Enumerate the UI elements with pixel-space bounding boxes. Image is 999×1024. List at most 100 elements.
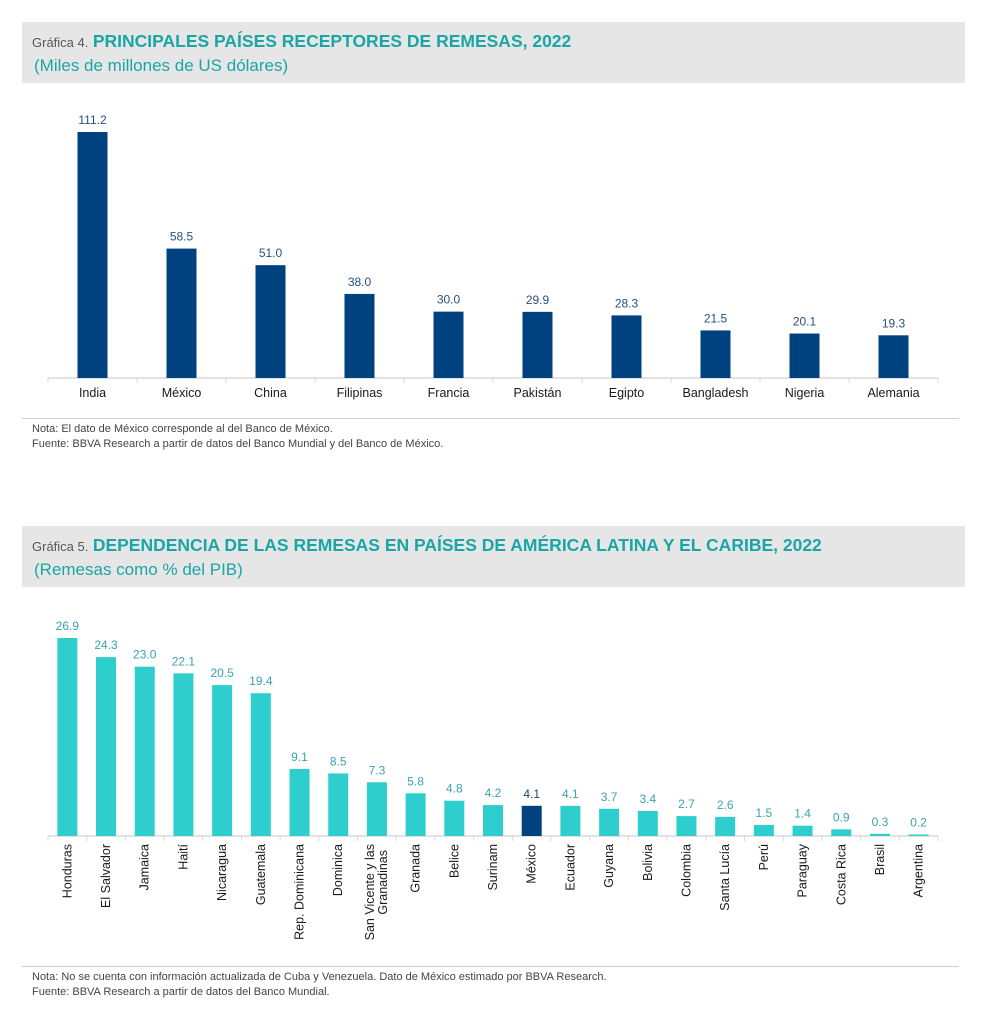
data-label: 9.1: [291, 750, 308, 764]
x-tick-label: Haití: [176, 843, 190, 869]
bar-ecuador: [560, 805, 581, 836]
bar-costa-rica: [831, 829, 852, 836]
bar-nicaragua: [212, 685, 233, 836]
chart1-source: Fuente: BBVA Research a partir de datos …: [32, 438, 444, 450]
x-tick-label: Argentina: [912, 844, 926, 898]
data-label: 26.9: [56, 619, 80, 633]
data-label: 3.4: [639, 792, 656, 806]
data-label: 20.5: [210, 666, 234, 680]
data-label: 4.1: [523, 787, 540, 801]
x-tick-label: Pakistán: [514, 386, 562, 400]
x-tick-label: Honduras: [60, 844, 74, 898]
chart1-title: PRINCIPALES PAÍSES RECEPTORES DE REMESAS…: [92, 31, 572, 51]
data-label: 0.9: [833, 810, 850, 824]
chart1-note: Nota: El dato de México corresponde al d…: [32, 423, 333, 435]
x-tick-label: Nigeria: [785, 386, 825, 400]
data-label: 2.7: [678, 797, 695, 811]
bar-paraguay: [792, 825, 813, 836]
bar-honduras: [57, 638, 78, 836]
bar-méxico: [166, 248, 197, 378]
x-tick-label: Guatemala: [254, 844, 268, 905]
data-label: 111.2: [78, 113, 107, 127]
chart1-separator: [22, 418, 959, 419]
chart2-number-label: Gráfica 5.: [32, 539, 89, 554]
bar-surinam: [483, 805, 503, 836]
bar-filipinas: [344, 293, 375, 378]
chart2-title: DEPENDENCIA DE LAS REMESAS EN PAÍSES DE …: [92, 535, 822, 555]
x-tick-label: Granada: [409, 844, 423, 893]
bar-india: [77, 132, 108, 378]
x-tick-label: Paraguay: [796, 843, 810, 897]
bar-dominica: [328, 773, 349, 836]
data-label: 2.6: [717, 798, 734, 812]
chart1-plot: 111.2 India 58.5 México 51.0 China 38.0 Filipin…: [47, 113, 939, 400]
x-tick-label: China: [254, 386, 287, 400]
data-label: 30.0: [437, 293, 461, 307]
data-label: 4.2: [485, 786, 502, 800]
bar-colombia: [676, 816, 697, 836]
x-tick-label: El Salvador: [99, 844, 113, 908]
chart2-source: Fuente: BBVA Research a partir de datos …: [32, 986, 330, 998]
bar-guyana: [599, 808, 620, 836]
data-label: 29.9: [526, 293, 550, 307]
bar-argentina: [908, 834, 929, 836]
bar-perú: [753, 824, 774, 836]
bar-francia: [433, 311, 464, 378]
bar-haití: [173, 673, 194, 836]
x-tick-label: Nicaragua: [215, 844, 229, 901]
data-label: 1.5: [756, 806, 773, 820]
bar-belice: [444, 800, 465, 836]
x-tick-label: Santa Lucía: [718, 844, 732, 911]
x-tick-label: Brasil: [873, 844, 887, 875]
data-label: 4.1: [562, 787, 579, 801]
data-label: 0.3: [872, 815, 889, 829]
x-tick-label: Costa Rica: [834, 844, 848, 905]
data-label: 22.1: [172, 654, 196, 668]
data-label: 51.0: [259, 246, 283, 260]
bar-jamaica: [134, 666, 155, 836]
data-label: 19.3: [882, 316, 906, 330]
bar-bangladesh: [700, 330, 731, 378]
data-label: 21.5: [704, 311, 728, 325]
data-label: 8.5: [330, 754, 347, 768]
bar-granada: [405, 793, 426, 836]
x-tick-label: Francia: [428, 386, 470, 400]
data-label: 4.8: [446, 782, 463, 796]
x-tick-label: Bolivia: [641, 844, 655, 881]
bar-guatemala: [250, 693, 271, 836]
bar-rep-dominicana: [289, 769, 310, 836]
bar-alemania: [878, 335, 909, 378]
chart1-header: Gráfica 4. PRINCIPALES PAÍSES RECEPTORES…: [22, 22, 965, 83]
x-tick-label: Jamaica: [138, 844, 152, 891]
chart2-note: Nota: No se cuenta con información actua…: [32, 971, 607, 983]
x-tick-label: Egipto: [609, 386, 644, 400]
data-label: 5.8: [407, 774, 424, 788]
data-label: 7.3: [369, 763, 386, 777]
x-tick-label: Filipinas: [337, 386, 383, 400]
x-tick-label: Dominica: [331, 844, 345, 896]
bar-santa-lucía: [715, 816, 736, 836]
x-tick-label: México: [525, 844, 539, 884]
data-label: 28.3: [615, 296, 639, 310]
x-tick-label: Ecuador: [563, 844, 577, 891]
bar-bolivia: [637, 810, 658, 836]
bar-pakistán: [522, 311, 553, 378]
bar-egipto: [611, 315, 642, 378]
data-label: 19.4: [249, 674, 273, 688]
bar-méxico: [521, 805, 542, 836]
x-tick-label: Alemania: [867, 386, 919, 400]
x-tick-label: Surinam: [486, 844, 500, 891]
chart1-subtitle: (Miles de millones de US dólares): [34, 56, 289, 75]
x-tick-label: Guyana: [602, 844, 616, 888]
data-label: 0.2: [910, 816, 927, 830]
bar-el-salvador: [96, 657, 117, 836]
x-tick-label: Perú: [757, 844, 771, 870]
x-tick-label: Bangladesh: [682, 386, 748, 400]
data-label: 3.7: [601, 790, 618, 804]
data-label: 1.4: [794, 807, 811, 821]
x-tick-label: México: [162, 386, 202, 400]
x-tick-label: Rep. Dominicana: [293, 844, 307, 940]
chart1-number-label: Gráfica 4.: [32, 35, 89, 50]
x-tick-label: India: [79, 386, 106, 400]
